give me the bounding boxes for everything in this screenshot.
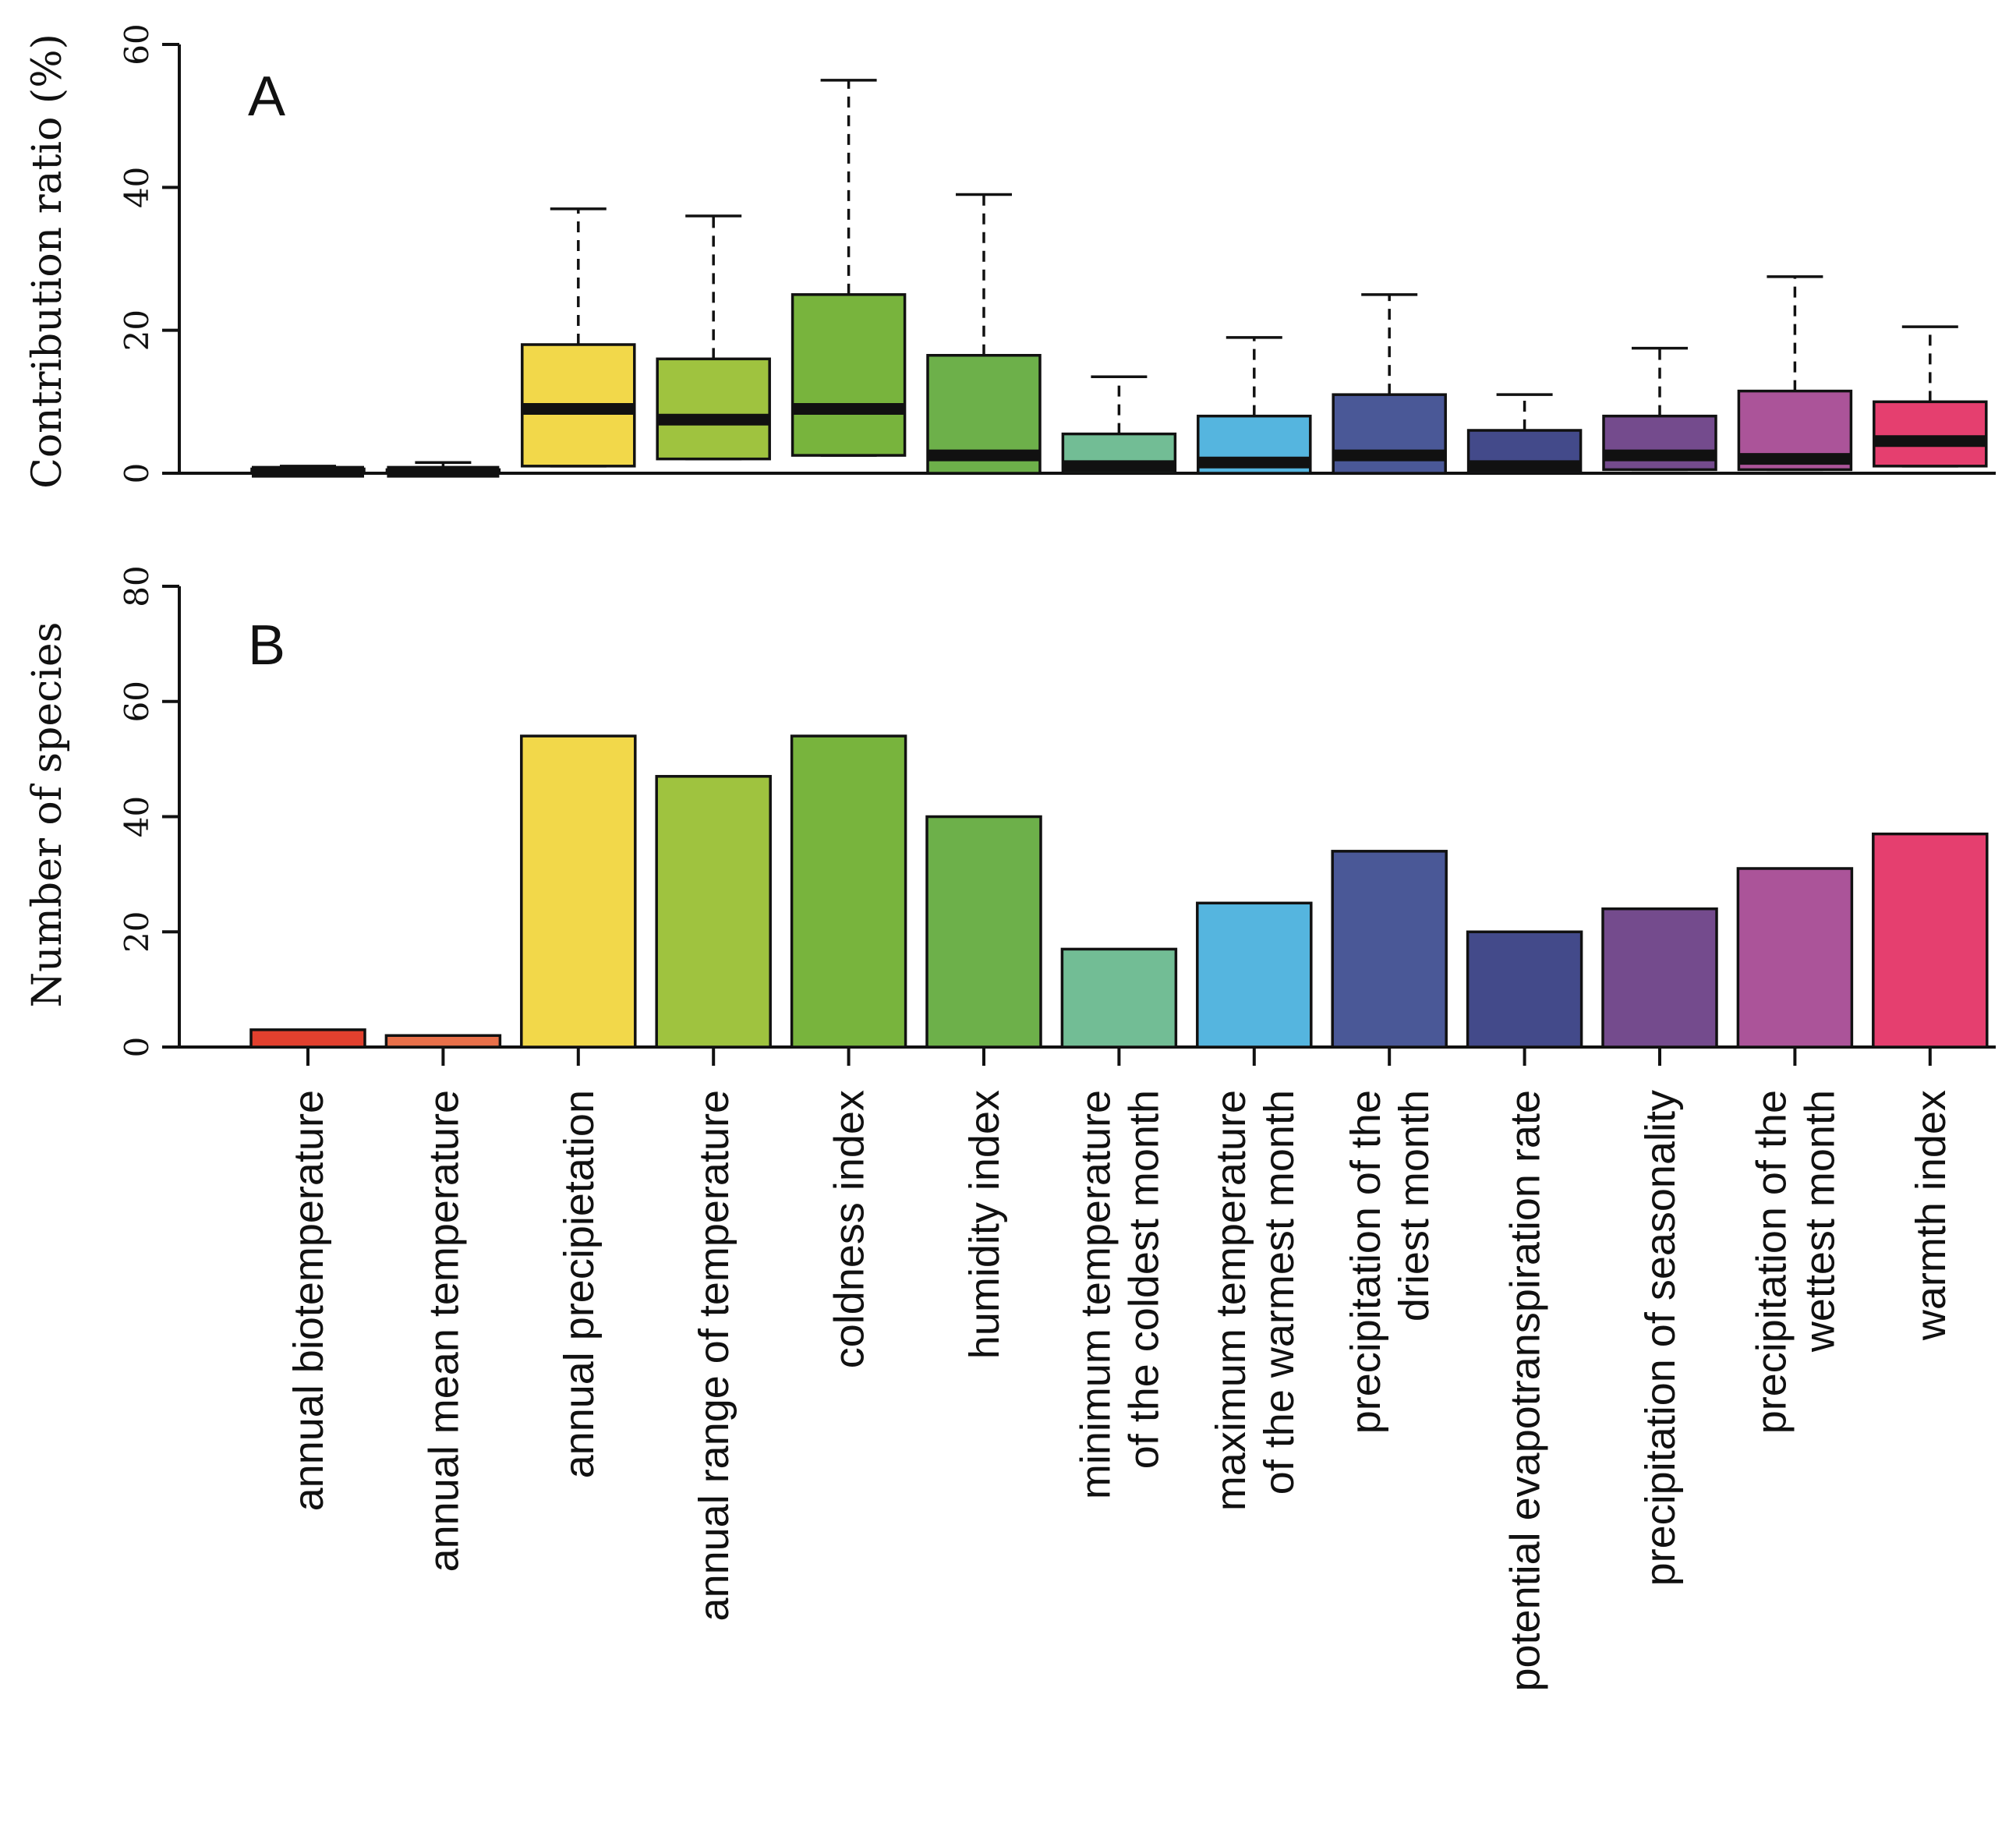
category-label-9: precipitation of thedriest month	[1342, 1090, 1438, 1434]
panel-b-y-tick-label: 40	[118, 796, 156, 837]
category-label-line: annual biotemperature	[285, 1090, 332, 1511]
box-4	[656, 214, 771, 461]
box-9	[1332, 293, 1447, 475]
category-label-line: warmth index	[1908, 1090, 1954, 1341]
panel-a-y-tick-label: 20	[118, 310, 156, 351]
category-label-line: maximum temperature	[1208, 1090, 1254, 1511]
panel-b-bars	[249, 734, 1989, 1049]
bar-2	[384, 1034, 502, 1049]
category-label-line: potential evapotranspiration rate	[1502, 1090, 1549, 1692]
panel-b-y-tick-label: 0	[118, 1037, 156, 1058]
bar-13	[1872, 832, 1989, 1049]
category-label-12: precipitation of thewettest month	[1748, 1090, 1843, 1434]
box-body	[1602, 414, 1717, 472]
category-label-10: potential evapotranspiration rate	[1502, 1090, 1549, 1692]
bar-3	[520, 734, 637, 1049]
category-label-line: precipitation of the	[1342, 1090, 1389, 1434]
category-label-2: annual mean temperature	[420, 1090, 467, 1572]
box-7	[1061, 375, 1177, 475]
box-12	[1737, 275, 1853, 472]
panel-b-y-tick-label: 20	[118, 911, 156, 953]
category-label-line: annual precipietation	[556, 1090, 603, 1478]
box-2	[385, 461, 501, 478]
category-label-line: of the warmest month	[1256, 1090, 1303, 1495]
panel-b-y-axis-label: Number of species	[24, 622, 71, 1008]
panel-b-letter: B	[248, 614, 285, 677]
box-body	[1332, 393, 1447, 475]
category-label-line: humidity index	[961, 1090, 1008, 1359]
category-label-7: minimum temperatureof the coldest month	[1072, 1090, 1167, 1499]
category-label-line: of the coldest month	[1120, 1090, 1167, 1469]
box-body	[790, 293, 907, 457]
category-label-line: minimum temperature	[1072, 1090, 1119, 1499]
category-label-4: annual range of temperature	[691, 1090, 737, 1621]
panel-a-y-tick-label: 40	[118, 167, 156, 208]
category-label-5: coldness index	[826, 1090, 873, 1368]
category-label-6: humidity index	[961, 1090, 1008, 1359]
category-label-line: coldness index	[826, 1090, 873, 1368]
panel-a-axes: 0 20 40 60	[118, 23, 1996, 483]
box-10	[1466, 393, 1583, 475]
panel-b-y-tick-label: 80	[118, 565, 156, 607]
category-label-13: warmth index	[1908, 1090, 1954, 1341]
category-label-line: wettest month	[1796, 1090, 1843, 1353]
box-8	[1197, 336, 1312, 475]
box-5	[790, 79, 907, 457]
category-label-line: precipitation of the	[1748, 1090, 1795, 1434]
category-label-8: maximum temperatureof the warmest month	[1208, 1090, 1303, 1511]
panel-b-barchart: Number of species B 0 20 40 60 80	[24, 565, 1996, 1066]
box-6	[926, 193, 1042, 475]
category-label-11: precipitation of seasonality	[1637, 1090, 1684, 1586]
category-label-1: annual biotemperature	[285, 1090, 332, 1511]
bar-10	[1466, 930, 1583, 1049]
box-1	[250, 465, 366, 478]
panel-a-boxes	[250, 79, 1988, 478]
category-label-3: annual precipietation	[556, 1090, 603, 1478]
box-3	[521, 207, 636, 468]
panel-a-letter: A	[248, 65, 285, 128]
category-label-line: driest month	[1391, 1090, 1438, 1321]
bar-12	[1736, 867, 1854, 1049]
box-body	[1873, 400, 1988, 468]
bar-11	[1601, 907, 1718, 1049]
bar-8	[1196, 901, 1313, 1049]
box-11	[1602, 346, 1717, 472]
panel-a-y-axis-label: Contribution ratio (%)	[24, 34, 71, 489]
panel-a-y-tick-label: 60	[118, 23, 156, 65]
category-label-line: annual mean temperature	[420, 1090, 467, 1572]
bar-4	[655, 775, 772, 1049]
panel-a-boxplot: Contribution ratio (%) A 0 20 40 60	[24, 23, 1996, 489]
panel-b-y-tick-label: 60	[118, 681, 156, 722]
bar-7	[1060, 947, 1178, 1049]
category-labels: annual biotemperature annual mean tempera…	[285, 1090, 1954, 1692]
box-body	[656, 357, 771, 461]
box-13	[1873, 325, 1988, 468]
category-label-line: precipitation of seasonality	[1637, 1090, 1684, 1586]
bar-1	[249, 1028, 366, 1049]
bar-9	[1331, 850, 1448, 1049]
bar-5	[790, 734, 907, 1049]
panel-a-y-tick-label: 0	[118, 463, 156, 484]
category-label-line: annual range of temperature	[691, 1090, 737, 1621]
bar-6	[925, 815, 1042, 1049]
